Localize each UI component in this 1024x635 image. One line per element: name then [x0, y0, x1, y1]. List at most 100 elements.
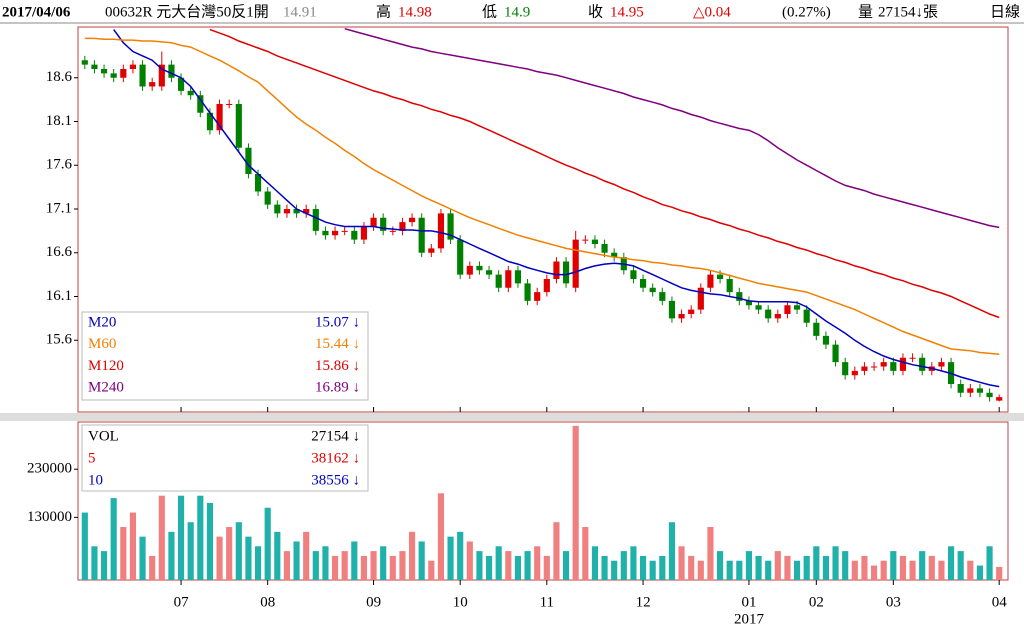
candle-body	[274, 204, 281, 214]
volume-bar	[957, 551, 964, 580]
volume-bar	[553, 522, 560, 580]
y-tick-label: 17.6	[46, 157, 73, 173]
candle-body	[553, 261, 560, 279]
candle-body	[360, 226, 368, 240]
volume-bar	[351, 541, 358, 580]
candle-body	[562, 261, 570, 284]
candle-body	[572, 239, 579, 288]
y-tick-label: 16.6	[46, 244, 73, 260]
volume-bar	[303, 531, 310, 580]
candle-body	[466, 265, 473, 275]
volume-bar	[534, 546, 541, 580]
candle-body	[100, 69, 108, 74]
volume-bar	[110, 498, 117, 580]
candle-body	[668, 300, 676, 319]
candle-body	[514, 270, 522, 284]
volume-bar	[505, 551, 512, 580]
volume-bar	[793, 560, 801, 580]
candle-body	[293, 209, 300, 214]
volume-bar	[360, 555, 368, 580]
candle-body	[611, 252, 618, 258]
candle-body	[543, 279, 550, 293]
candle-body	[149, 82, 156, 87]
volume-bar	[880, 560, 887, 580]
change-pct: (0.27%)	[782, 4, 831, 20]
close-price: 14.95	[610, 4, 644, 20]
volume-bar	[168, 531, 175, 580]
volume-bar	[688, 555, 695, 580]
volume-bar	[100, 551, 108, 580]
volume-bar	[582, 527, 589, 580]
volume-bar	[197, 495, 204, 580]
legend-name: 5	[88, 450, 96, 466]
candle-body	[399, 222, 406, 231]
candle-body	[524, 283, 531, 301]
candle-body	[81, 60, 88, 65]
volume-bar	[947, 546, 955, 580]
candle-body	[591, 239, 599, 244]
candle-body	[226, 104, 233, 105]
x-tick-label: 08	[260, 594, 275, 610]
candle-body	[909, 357, 916, 359]
candle-body	[861, 366, 868, 371]
candle-body	[206, 112, 214, 131]
legend-name: M240	[88, 380, 124, 396]
y-tick-label: 15.6	[46, 332, 73, 348]
legend-value: 38556 ↓	[311, 472, 360, 488]
period: 日線	[990, 3, 1020, 20]
volume-bar	[120, 527, 127, 580]
volume-bar	[842, 551, 849, 580]
candle-body	[822, 335, 830, 345]
candle-body	[380, 217, 387, 231]
volume-bar	[659, 555, 666, 580]
volume-bar	[274, 531, 281, 580]
volume-bar	[514, 555, 522, 580]
candle-body	[986, 392, 993, 398]
candle-body	[870, 366, 878, 368]
volume-bar	[899, 555, 907, 580]
candle-body	[967, 388, 974, 393]
volume-bar	[928, 555, 935, 580]
volume-bar	[293, 541, 300, 580]
x-tick-label: 03	[886, 594, 901, 610]
candle-body	[697, 287, 704, 310]
candle-body	[851, 370, 858, 376]
candle-body	[938, 362, 945, 367]
volume-bar	[813, 546, 820, 580]
volume-bar	[226, 527, 233, 580]
candle-body	[678, 314, 685, 319]
volume-bar	[938, 560, 945, 580]
volume-bar	[437, 493, 445, 580]
volume-bar	[495, 546, 502, 580]
volume-bar	[630, 546, 637, 580]
candle-body	[793, 305, 801, 310]
volume-bar	[139, 536, 146, 580]
high-label: 高	[376, 3, 391, 20]
volume: 27154↓張	[878, 4, 938, 20]
x-tick-label: 11	[540, 594, 554, 610]
volume-bar	[668, 522, 676, 580]
candle-body	[408, 217, 416, 223]
volume-bar	[861, 555, 868, 580]
legend-value: 38162 ↓	[311, 450, 360, 466]
candle-body	[457, 239, 464, 275]
volume-panel	[77, 421, 1009, 581]
volume-bar	[216, 536, 223, 580]
legend-value: 27154 ↓	[311, 428, 360, 444]
volume-bar	[707, 527, 714, 580]
y-tick-label: 130000	[27, 509, 72, 525]
candle-body	[832, 344, 839, 363]
volume-bar	[639, 555, 647, 580]
candle-body	[707, 274, 714, 288]
y-tick-label: 17.1	[46, 200, 72, 216]
candle-body	[370, 217, 377, 227]
legend-box	[81, 311, 369, 401]
low-price: 14.9	[504, 4, 530, 20]
volume-bar	[611, 560, 618, 580]
volume-bar	[485, 555, 493, 580]
plot-layer: 15.6 16.1 16.6 17.1 17.6 18.1 18.6 130000 230000…	[27, 26, 1009, 627]
candle-body	[129, 64, 137, 69]
volume-bar	[909, 560, 916, 580]
